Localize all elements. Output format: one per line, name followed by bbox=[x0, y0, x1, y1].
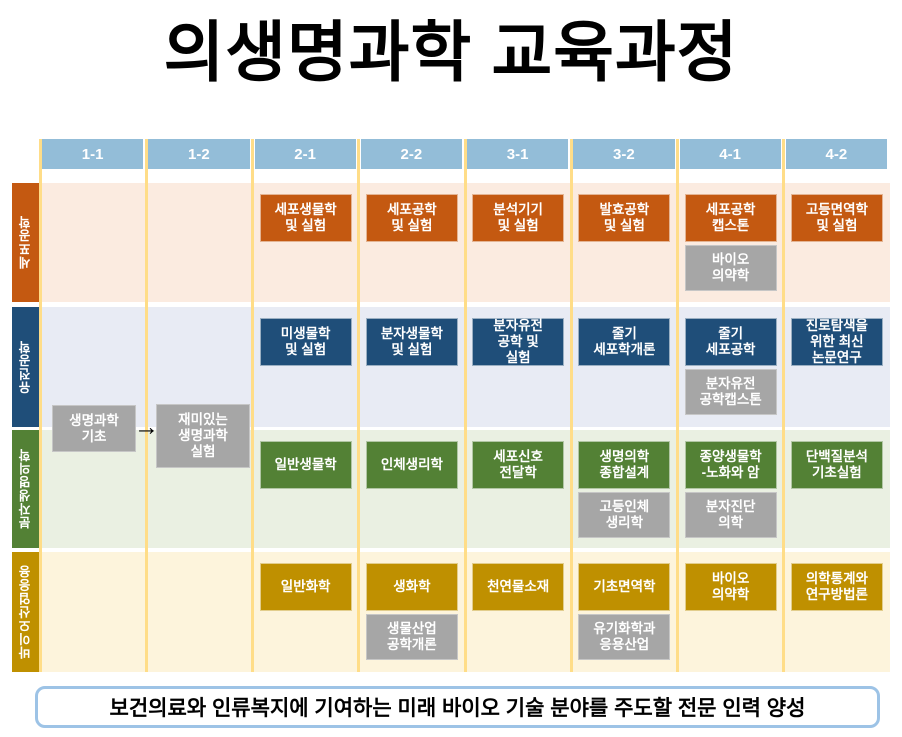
column-separator bbox=[463, 139, 467, 672]
course-sub-box: 분자진단 의학 bbox=[684, 492, 777, 538]
course-box: 발효공학 및 실험 bbox=[578, 194, 671, 242]
track-label-4: 바이오산업응용 bbox=[12, 552, 39, 672]
semester-header-4-1: 4-1 bbox=[679, 139, 781, 169]
course-box: 천연물소재 bbox=[472, 563, 565, 611]
course-box: 고등면역학 및 실험 bbox=[790, 194, 883, 242]
course-box: 생화학 bbox=[365, 563, 458, 611]
course-box: 단백질분석 기초실험 bbox=[790, 441, 883, 489]
course-box: 일반화학 bbox=[259, 563, 352, 611]
course-box: 진로탐색을 위한 최신 논문연구 bbox=[790, 318, 883, 366]
mission-banner: 보건의료와 인류복지에 기여하는 미래 바이오 기술 분야를 주도할 전문 인력… bbox=[35, 686, 880, 728]
column-separator bbox=[357, 139, 361, 672]
semester-header-3-1: 3-1 bbox=[467, 139, 569, 169]
course-box: 바이오 의약학 bbox=[684, 563, 777, 611]
column-separator bbox=[251, 139, 254, 672]
semester-header-1-1: 1-1 bbox=[42, 139, 144, 169]
course-box: 세포신호 전달학 bbox=[472, 441, 565, 489]
course-box: 세포공학 캡스톤 bbox=[684, 194, 777, 242]
course-sub-box: 분자유전 공학캡스톤 bbox=[684, 369, 777, 415]
course-box-bridge-to: 재미있는 생명과학 실험 bbox=[156, 404, 250, 468]
course-box: 분자생물학 및 실험 bbox=[365, 318, 458, 366]
column-separator bbox=[144, 139, 148, 672]
column-separator bbox=[38, 139, 42, 672]
course-sub-box: 유기화학과 응용산업 bbox=[578, 614, 671, 660]
course-sub-box: 바이오 의약학 bbox=[684, 245, 777, 291]
course-box: 기초면역학 bbox=[578, 563, 671, 611]
course-sub-box: 고등인체 생리학 bbox=[578, 492, 671, 538]
semester-header-2-1: 2-1 bbox=[254, 139, 356, 169]
semester-header-2-2: 2-2 bbox=[360, 139, 462, 169]
course-box: 인체생리학 bbox=[365, 441, 458, 489]
course-box: 미생물학 및 실험 bbox=[259, 318, 352, 366]
column-separator bbox=[782, 139, 786, 672]
arrow-right-icon: → bbox=[134, 413, 159, 441]
course-box: 세포생물학 및 실험 bbox=[259, 194, 352, 242]
column-separator bbox=[569, 139, 573, 672]
course-box: 생명의학 종합설계 bbox=[578, 441, 671, 489]
course-box: 세포공학 및 실험 bbox=[365, 194, 458, 242]
course-box: 일반생물학 bbox=[259, 441, 352, 489]
semester-header-3-2: 3-2 bbox=[573, 139, 675, 169]
course-box: 종양생물학 -노화와 암 bbox=[684, 441, 777, 489]
track-label-2: 유전공학 bbox=[12, 307, 39, 427]
course-box: 의학통계와 연구방법론 bbox=[790, 563, 883, 611]
page-title: 의생명과학 교육과정 bbox=[163, 15, 739, 89]
course-box: 줄기 세포공학 bbox=[684, 318, 777, 366]
track-label-1: 세포공학 bbox=[12, 183, 39, 302]
course-sub-box: 생물산업 공학개론 bbox=[365, 614, 458, 660]
column-separator bbox=[676, 139, 679, 672]
course-box: 분자유전 공학 및 실험 bbox=[472, 318, 565, 366]
course-box: 줄기 세포학개론 bbox=[578, 318, 671, 366]
course-box: 분석기기 및 실험 bbox=[472, 194, 565, 242]
semester-header-1-2: 1-2 bbox=[148, 139, 250, 169]
semester-header-4-2: 4-2 bbox=[785, 139, 887, 169]
track-label-3: 분자생명의학 bbox=[12, 430, 39, 548]
course-box-bridge-from: 생명과학 기초 bbox=[52, 405, 136, 452]
